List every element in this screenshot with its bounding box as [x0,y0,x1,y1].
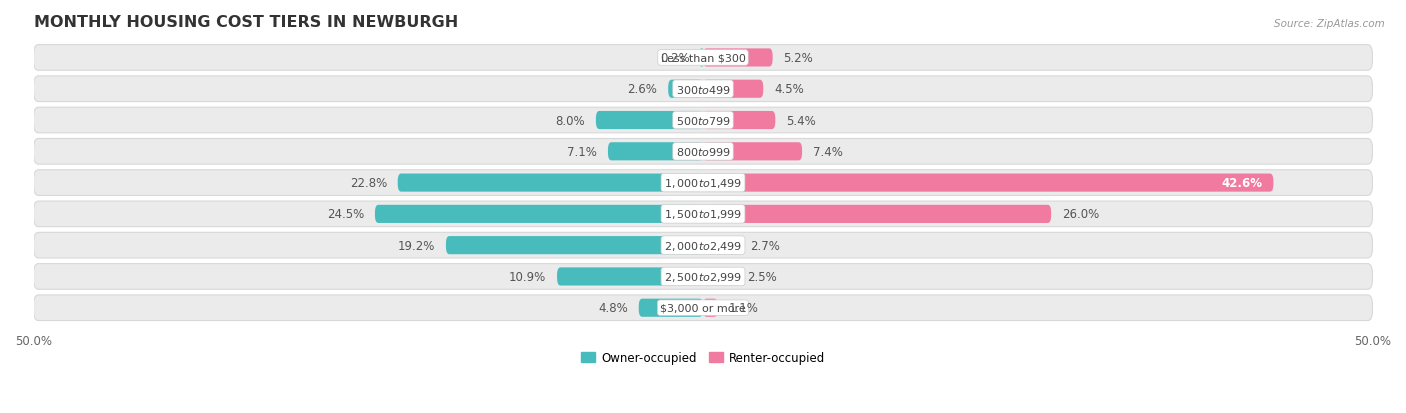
FancyBboxPatch shape [375,205,703,223]
Text: 24.5%: 24.5% [328,208,364,221]
Text: 0.2%: 0.2% [659,52,689,65]
Text: 5.4%: 5.4% [786,114,815,127]
Text: 10.9%: 10.9% [509,270,547,283]
Text: 4.5%: 4.5% [773,83,804,96]
FancyBboxPatch shape [703,112,775,130]
Text: 4.8%: 4.8% [599,301,628,314]
FancyBboxPatch shape [703,143,801,161]
Text: Less than $300: Less than $300 [661,53,745,63]
Text: 7.1%: 7.1% [568,145,598,159]
FancyBboxPatch shape [703,299,717,317]
FancyBboxPatch shape [34,264,1372,290]
FancyBboxPatch shape [446,237,703,254]
Text: Source: ZipAtlas.com: Source: ZipAtlas.com [1274,19,1385,28]
Text: 2.6%: 2.6% [627,83,658,96]
FancyBboxPatch shape [668,81,703,99]
FancyBboxPatch shape [703,81,763,99]
Text: $1,500 to $1,999: $1,500 to $1,999 [664,208,742,221]
FancyBboxPatch shape [607,143,703,161]
Text: 19.2%: 19.2% [398,239,436,252]
Text: 1.1%: 1.1% [728,301,758,314]
Text: $500 to $799: $500 to $799 [675,115,731,127]
FancyBboxPatch shape [596,112,703,130]
FancyBboxPatch shape [34,108,1372,133]
FancyBboxPatch shape [34,45,1372,71]
FancyBboxPatch shape [703,205,1052,223]
FancyBboxPatch shape [638,299,703,317]
FancyBboxPatch shape [34,77,1372,102]
Text: 22.8%: 22.8% [350,177,387,190]
Text: 8.0%: 8.0% [555,114,585,127]
Text: $1,000 to $1,499: $1,000 to $1,499 [664,177,742,190]
FancyBboxPatch shape [703,49,773,67]
FancyBboxPatch shape [700,49,703,67]
Text: 42.6%: 42.6% [1222,177,1263,190]
Text: $2,000 to $2,499: $2,000 to $2,499 [664,239,742,252]
FancyBboxPatch shape [703,237,740,254]
Text: 2.5%: 2.5% [747,270,778,283]
Text: $800 to $999: $800 to $999 [675,146,731,158]
FancyBboxPatch shape [703,268,737,286]
Text: 7.4%: 7.4% [813,145,842,159]
Text: 2.7%: 2.7% [749,239,780,252]
FancyBboxPatch shape [34,295,1372,321]
FancyBboxPatch shape [34,233,1372,259]
Text: $300 to $499: $300 to $499 [675,83,731,95]
Text: MONTHLY HOUSING COST TIERS IN NEWBURGH: MONTHLY HOUSING COST TIERS IN NEWBURGH [34,15,458,30]
FancyBboxPatch shape [557,268,703,286]
Text: $2,500 to $2,999: $2,500 to $2,999 [664,270,742,283]
FancyBboxPatch shape [34,202,1372,227]
FancyBboxPatch shape [703,174,1274,192]
FancyBboxPatch shape [34,139,1372,165]
Text: 5.2%: 5.2% [783,52,813,65]
Text: $3,000 or more: $3,000 or more [661,303,745,313]
Legend: Owner-occupied, Renter-occupied: Owner-occupied, Renter-occupied [576,347,830,369]
Text: 26.0%: 26.0% [1062,208,1099,221]
FancyBboxPatch shape [398,174,703,192]
FancyBboxPatch shape [34,170,1372,196]
